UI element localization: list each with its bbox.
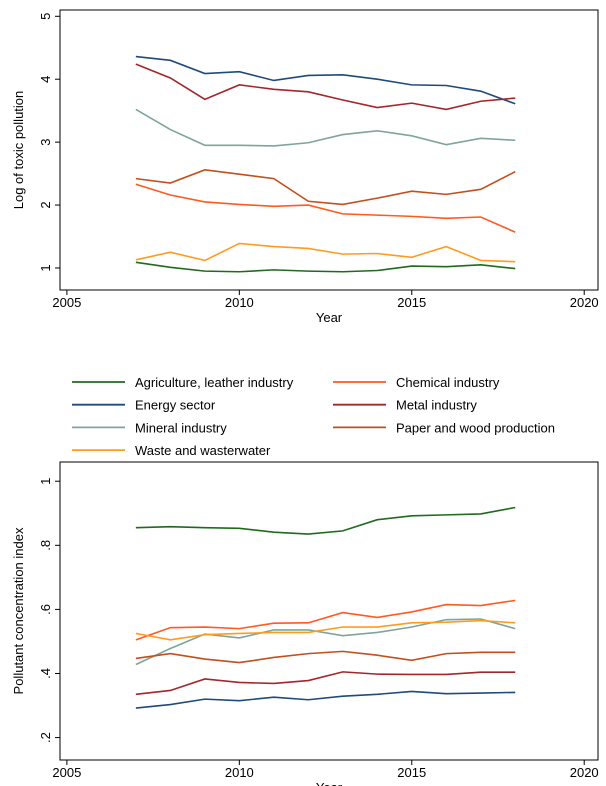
x-tick-label: 2020	[570, 295, 599, 310]
y-tick-label: .6	[38, 604, 53, 615]
y-tick-label: 2	[38, 201, 53, 208]
x-tick-label: 2005	[52, 295, 81, 310]
series-line	[135, 169, 516, 206]
x-tick-label: 2015	[397, 295, 426, 310]
x-tick-label: 2005	[52, 765, 81, 780]
x-tick-label: 2010	[225, 765, 254, 780]
legend-label: Metal industry	[396, 398, 477, 413]
series-line	[135, 650, 516, 664]
plot-frame	[59, 461, 599, 761]
y-tick-label: 4	[38, 76, 53, 83]
x-axis-title: Year	[316, 780, 343, 786]
series-line	[135, 671, 516, 696]
series-line	[135, 506, 516, 535]
series-line	[135, 55, 516, 105]
legend-label: Chemical industry	[396, 375, 500, 390]
series-line	[135, 261, 516, 273]
legend-label: Agriculture, leather industry	[135, 375, 294, 390]
legend-label: Paper and wood production	[396, 420, 555, 435]
series-line	[135, 63, 516, 111]
y-tick-label: 5	[38, 13, 53, 20]
legend-label: Waste and wasterwater	[135, 443, 271, 458]
y-axis-title: Log of toxic pollution	[11, 91, 26, 210]
x-tick-label: 2020	[570, 765, 599, 780]
series-line	[135, 108, 516, 147]
x-axis-title: Year	[316, 310, 343, 325]
series-line	[135, 599, 516, 641]
y-tick-label: 3	[38, 139, 53, 146]
series-line	[135, 619, 516, 641]
series-line	[135, 183, 516, 233]
y-tick-label: 1	[38, 478, 53, 485]
plot-frame	[59, 9, 599, 291]
x-tick-label: 2010	[225, 295, 254, 310]
y-axis-title: Pollutant concentration index	[11, 527, 26, 694]
legend-label: Mineral industry	[135, 420, 227, 435]
series-line	[135, 690, 516, 709]
y-tick-label: .8	[38, 540, 53, 551]
series-line	[135, 242, 516, 263]
legend-label: Energy sector	[135, 398, 216, 413]
series-line	[135, 618, 516, 666]
y-tick-label: .2	[38, 732, 53, 743]
x-tick-label: 2015	[397, 765, 426, 780]
y-tick-label: .4	[38, 668, 53, 679]
y-tick-label: 1	[38, 264, 53, 271]
